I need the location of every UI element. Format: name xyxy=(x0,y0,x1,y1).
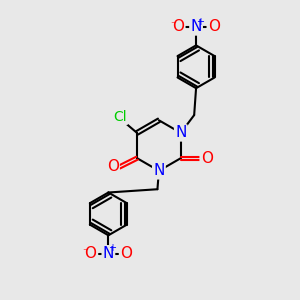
Text: N: N xyxy=(153,163,165,178)
Text: O: O xyxy=(172,20,184,34)
Text: +: + xyxy=(196,16,204,27)
Text: O: O xyxy=(107,159,119,174)
Text: +: + xyxy=(108,243,116,254)
Text: ⁻: ⁻ xyxy=(82,247,88,257)
Text: N: N xyxy=(103,246,114,261)
Text: N: N xyxy=(175,125,187,140)
Text: ⁻: ⁻ xyxy=(170,20,176,31)
Text: O: O xyxy=(85,246,97,261)
Text: O: O xyxy=(120,246,132,261)
Text: O: O xyxy=(208,20,220,34)
Text: Cl: Cl xyxy=(113,110,127,124)
Text: O: O xyxy=(201,151,213,166)
Text: N: N xyxy=(190,20,202,34)
